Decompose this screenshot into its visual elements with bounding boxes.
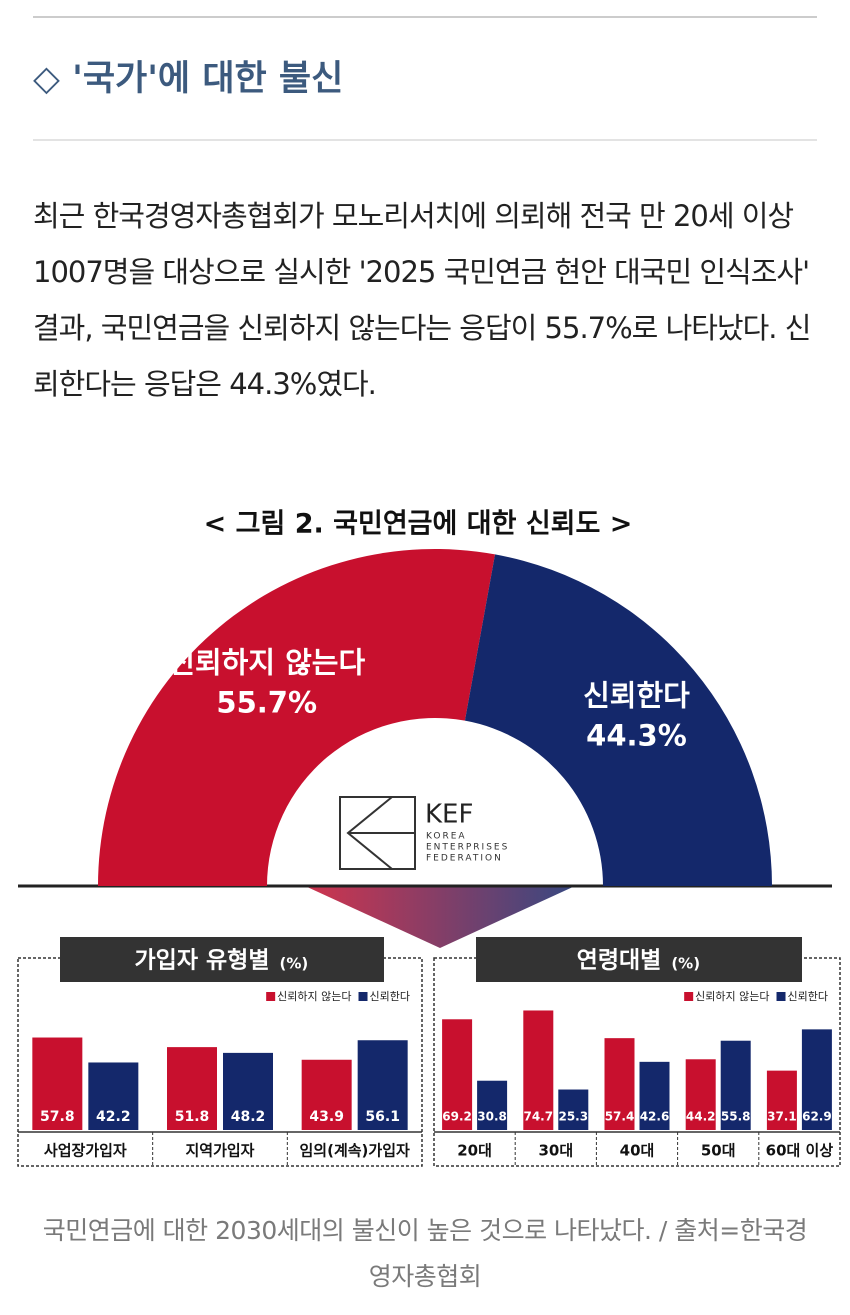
bar-value: 43.9 bbox=[309, 1109, 344, 1125]
slice-value: 44.3% bbox=[586, 719, 687, 753]
panel-title: 가입자 유형별 bbox=[135, 948, 270, 974]
category-label: 20대 bbox=[457, 1142, 492, 1160]
slice-value: 55.7% bbox=[216, 686, 317, 720]
bar bbox=[766, 1070, 797, 1130]
panel-banner bbox=[60, 937, 384, 982]
panel-unit: (%) bbox=[279, 955, 308, 973]
bar-value: 30.8 bbox=[477, 1110, 507, 1124]
legend-swatch bbox=[684, 992, 694, 1001]
category-label: 40대 bbox=[620, 1142, 655, 1160]
bar-value: 74.7 bbox=[523, 1110, 553, 1124]
bar-value: 44.2 bbox=[686, 1110, 716, 1124]
panel-unit: (%) bbox=[671, 955, 700, 973]
slice-label: 신뢰하지 않는다 bbox=[168, 646, 365, 680]
bar-value: 57.4 bbox=[605, 1110, 635, 1124]
panel bbox=[433, 957, 841, 1167]
bar-value: 62.9 bbox=[802, 1110, 832, 1124]
bar bbox=[167, 1047, 217, 1130]
category-label: 지역가입자 bbox=[185, 1142, 254, 1160]
bar bbox=[685, 1059, 716, 1130]
figure-title: < 그림 2. 국민연금에 대한 신뢰도 > bbox=[204, 509, 633, 540]
bar-value: 42.6 bbox=[640, 1110, 670, 1124]
bar-value: 25.3 bbox=[558, 1110, 588, 1124]
logo-line: ENTERPRISES bbox=[426, 843, 509, 853]
bar bbox=[32, 1037, 83, 1130]
pie-slice bbox=[98, 549, 496, 886]
category-label: 30대 bbox=[538, 1142, 573, 1160]
category-label: 사업장가입자 bbox=[44, 1142, 127, 1160]
logo-line: KOREA bbox=[426, 832, 467, 842]
bar-value: 42.2 bbox=[96, 1109, 131, 1125]
bar-value: 55.8 bbox=[721, 1110, 751, 1124]
bar bbox=[523, 1010, 554, 1130]
bar bbox=[639, 1061, 670, 1130]
panel-banner bbox=[476, 937, 802, 982]
bar-value: 48.2 bbox=[231, 1109, 266, 1125]
logo-line: FEDERATION bbox=[426, 854, 503, 864]
legend-label: 신뢰하지 않는다 bbox=[277, 989, 351, 1003]
bar bbox=[604, 1038, 635, 1130]
panel-title: 연령대별 bbox=[577, 948, 662, 974]
heading: ◇ '국가'에 대한 불신 bbox=[33, 59, 344, 99]
legend-label: 신뢰하지 않는다 bbox=[695, 989, 769, 1003]
bar-value: 57.8 bbox=[40, 1109, 75, 1125]
legend-label: 신뢰한다 bbox=[788, 990, 828, 1003]
bar bbox=[223, 1052, 273, 1130]
paragraph: 최근 한국경영자총협회가 모노리서치에 의뢰해 전국 만 20세 이상 1007… bbox=[33, 199, 811, 401]
legend-label: 신뢰한다 bbox=[370, 990, 410, 1003]
bar bbox=[477, 1080, 508, 1130]
bar bbox=[720, 1040, 751, 1130]
bar-value: 56.1 bbox=[365, 1109, 400, 1125]
legend-swatch bbox=[266, 992, 276, 1001]
bar-value: 51.8 bbox=[175, 1109, 210, 1125]
category-label: 임의(계속)가입자 bbox=[300, 1142, 411, 1160]
bar bbox=[801, 1029, 832, 1130]
logo-name: KEF bbox=[425, 800, 473, 830]
category-label: 60대 이상 bbox=[766, 1142, 834, 1160]
bar bbox=[442, 1019, 473, 1130]
bar-value: 37.1 bbox=[767, 1110, 797, 1124]
slice-label: 신뢰한다 bbox=[583, 679, 690, 713]
bar bbox=[301, 1059, 352, 1130]
legend-swatch bbox=[358, 992, 368, 1001]
arrow bbox=[305, 886, 575, 948]
bar bbox=[558, 1089, 589, 1130]
bar-value: 69.2 bbox=[442, 1110, 472, 1124]
pie-slice bbox=[464, 554, 773, 886]
caption: 국민연금에 대한 2030세대의 불신이 높은 것으로 나타났다. / 출처=한… bbox=[42, 1216, 808, 1291]
category-label: 50대 bbox=[701, 1142, 736, 1160]
bar bbox=[88, 1062, 139, 1130]
logo-mark bbox=[346, 796, 415, 870]
legend-swatch bbox=[776, 992, 786, 1001]
bar bbox=[357, 1040, 408, 1130]
